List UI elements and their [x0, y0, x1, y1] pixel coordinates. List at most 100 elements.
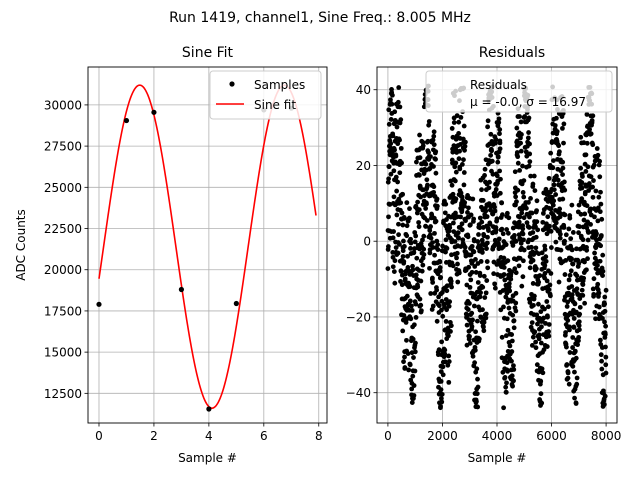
residual-point: [509, 332, 515, 337]
residual-point: [417, 132, 422, 138]
residual-point: [456, 130, 462, 136]
sine-fit-ticks: 0 2 4 6 8 12500 15000 17500 20000 22500 25000 27500…: [44, 98, 323, 443]
residual-point: [534, 362, 540, 368]
residual-point: [602, 331, 608, 337]
residual-point: [579, 180, 585, 185]
residual-point: [477, 225, 483, 231]
y-tick-label: −40: [346, 386, 371, 400]
residual-point: [471, 249, 477, 255]
residual-point: [501, 272, 507, 277]
residual-point: [416, 224, 422, 230]
residual-point: [478, 259, 484, 264]
residual-point: [536, 336, 542, 342]
residual-point: [517, 114, 522, 119]
residual-point: [520, 231, 526, 237]
residual-point: [538, 309, 544, 315]
residual-point: [424, 177, 430, 183]
residual-point: [394, 188, 400, 194]
residual-point: [412, 239, 418, 245]
residual-point: [493, 137, 499, 142]
residual-point: [492, 285, 498, 291]
residual-point: [470, 317, 475, 323]
residual-point: [458, 114, 464, 120]
residual-point: [496, 236, 502, 242]
residual-point: [571, 316, 577, 321]
residual-point: [501, 304, 506, 310]
residual-point: [415, 199, 421, 205]
residual-point: [507, 343, 513, 349]
residual-point: [395, 179, 401, 185]
residual-point: [485, 124, 490, 130]
residual-point: [440, 313, 446, 319]
residual-point: [603, 354, 609, 360]
residual-point: [552, 123, 558, 128]
residual-point: [583, 169, 589, 174]
residual-point: [443, 297, 449, 302]
residual-point: [426, 119, 432, 124]
residual-point: [532, 329, 538, 335]
residual-point: [386, 107, 392, 113]
residual-point: [439, 307, 444, 313]
residual-point: [428, 224, 433, 229]
residual-point: [413, 272, 419, 278]
residual-point: [468, 212, 474, 218]
residual-point: [507, 288, 513, 294]
legend-residuals-label: Residuals: [470, 78, 527, 92]
residual-point: [440, 372, 446, 378]
residual-point: [567, 350, 573, 355]
residual-point: [390, 92, 395, 98]
residual-point: [548, 228, 554, 234]
residual-point: [513, 290, 519, 296]
residual-point: [443, 319, 449, 324]
residual-point: [517, 255, 523, 261]
legend-samples-label: Samples: [254, 78, 305, 92]
residual-point: [504, 380, 509, 386]
residual-point: [504, 227, 510, 232]
residual-point: [469, 243, 475, 249]
residual-point: [539, 324, 544, 330]
residual-point: [504, 316, 510, 322]
residual-point: [526, 115, 532, 121]
residual-point: [570, 363, 576, 369]
residual-point: [585, 256, 590, 262]
residual-point: [576, 202, 582, 208]
residual-point: [412, 368, 418, 374]
residual-point: [409, 303, 414, 309]
residual-point: [393, 174, 399, 180]
residual-point: [548, 271, 554, 276]
residual-point: [456, 156, 462, 162]
residual-point: [530, 258, 536, 263]
residual-point: [412, 349, 418, 355]
residual-point: [532, 188, 538, 194]
residual-point: [461, 123, 467, 129]
residual-point: [386, 214, 391, 220]
residual-point: [513, 270, 519, 276]
residual-point: [600, 273, 605, 278]
residual-point: [562, 238, 568, 244]
residual-point: [472, 347, 478, 353]
residual-point: [465, 234, 471, 240]
residual-point: [546, 333, 552, 339]
residual-point: [584, 203, 590, 209]
residual-point: [444, 288, 450, 294]
residual-point: [439, 399, 445, 405]
residual-point: [418, 194, 424, 200]
residual-point: [595, 218, 601, 224]
residual-point: [438, 403, 443, 409]
residual-point: [530, 181, 536, 187]
residual-point: [402, 276, 408, 282]
residual-point: [467, 340, 473, 346]
residual-point: [598, 352, 604, 358]
residual-point: [424, 218, 430, 223]
residual-point: [436, 347, 442, 353]
residual-point: [501, 405, 507, 411]
residual-point: [477, 273, 483, 278]
residual-point: [468, 277, 474, 283]
residual-point: [598, 233, 604, 238]
residual-point: [386, 164, 392, 170]
legend-samples-marker: [229, 81, 235, 87]
residual-point: [443, 237, 449, 243]
residual-point: [426, 122, 432, 128]
residual-point: [416, 207, 422, 213]
